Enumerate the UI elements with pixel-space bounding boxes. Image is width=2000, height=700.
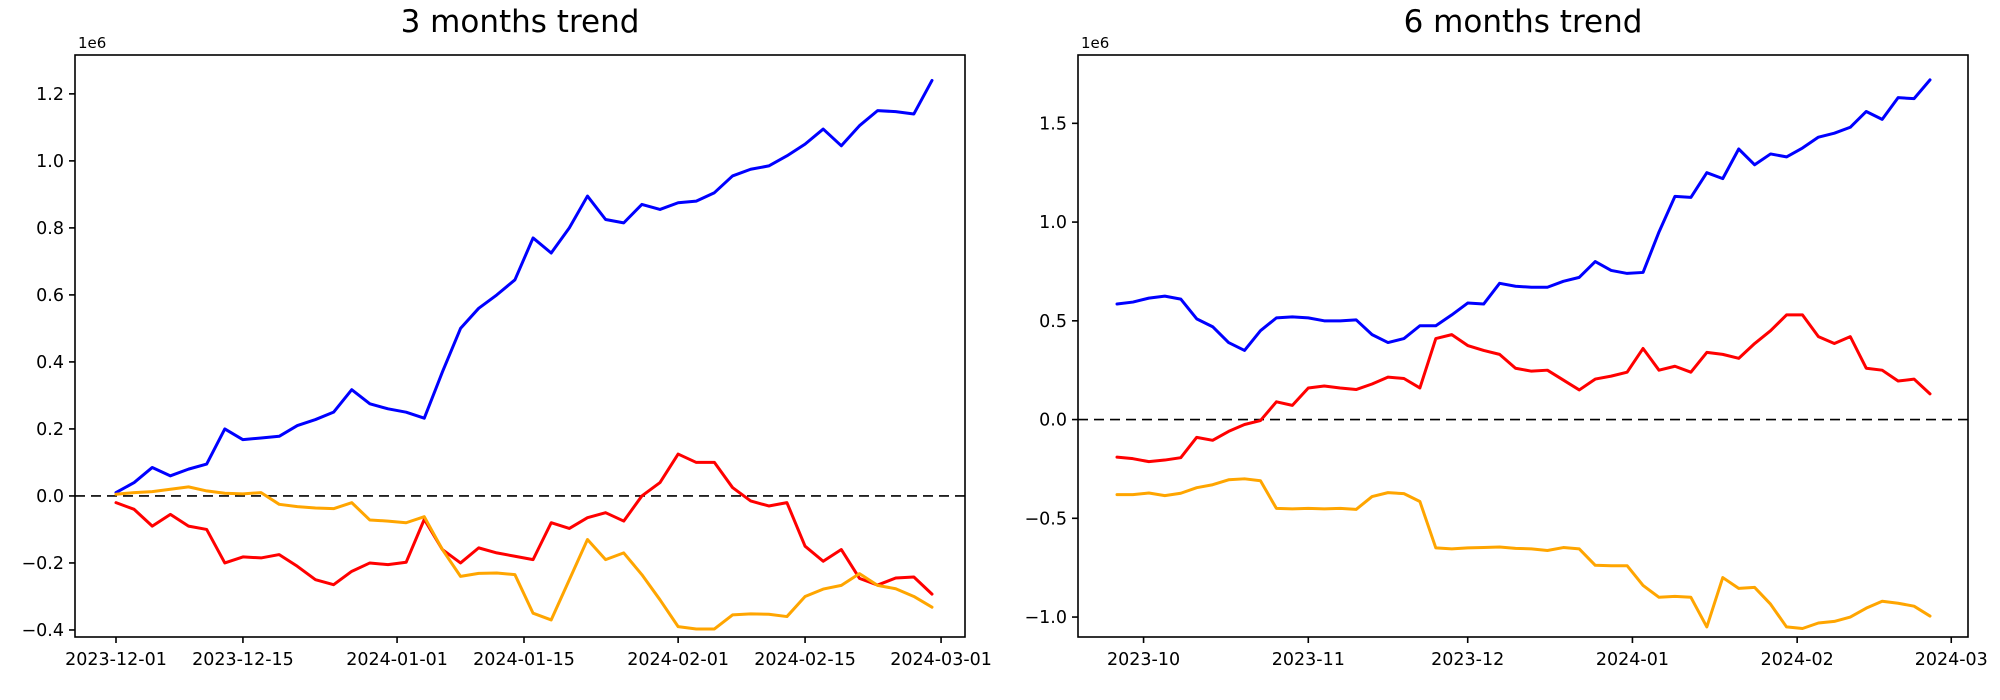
x-tick-label: 2023-11: [1272, 650, 1345, 670]
chart-6-months-trend: 6 months trend 1e6 1.5 1.0 0.5 0.0 −0.5 −1.0 2…: [1000, 0, 2000, 700]
x-tick-label: 2023-12: [1431, 650, 1504, 670]
x-tick-label: 2024-02-15: [754, 650, 856, 670]
chart-title: 3 months trend: [400, 4, 640, 40]
x-tick-label: 2023-12-15: [192, 650, 294, 670]
y-axis-offset-label: 1e6: [1081, 34, 1110, 52]
y-tick-label: −0.4: [22, 621, 65, 641]
chart-3-months-trend: 3 months trend 1e6 1.2 1.0 0.8 0.6 0.4 0.2 0.0…: [22, 4, 992, 670]
series-line-blue: [1115, 78, 1932, 352]
y-tick-label: 0.2: [36, 420, 64, 440]
y-tick-label: 0.5: [1039, 312, 1067, 332]
plot-area: 1.5 1.0 0.5 0.0 −0.5 −1.0 2023-10 2023-11 2023-1…: [1025, 54, 1988, 670]
y-tick-label: 1.2: [36, 85, 64, 105]
series-line-red: [114, 452, 934, 596]
axes-frame: [74, 54, 966, 638]
y-tick-label: 0.0: [36, 487, 64, 507]
y-tick-label: −0.2: [22, 554, 65, 574]
x-tick-label: 2023-10: [1107, 650, 1180, 670]
y-tick-label: −0.5: [1025, 509, 1068, 529]
y-tick-label: 0.4: [36, 353, 64, 373]
y-tick-label: 0.6: [36, 286, 64, 306]
y-axis-offset-label: 1e6: [78, 34, 107, 52]
series-line-orange: [1115, 477, 1932, 631]
x-tick-label: 2024-03-01: [890, 650, 992, 670]
x-tick-label: 2024-01-15: [473, 650, 575, 670]
chart-title: 6 months trend: [1403, 4, 1643, 40]
series-line-red: [1115, 313, 1932, 464]
x-tick-label: 2024-02-01: [627, 650, 729, 670]
axes-frame: [1077, 54, 1969, 638]
y-tick-label: −1.0: [1025, 608, 1068, 628]
x-tick-label: 2024-01: [1596, 650, 1669, 670]
x-tick-label: 2024-01-01: [346, 650, 448, 670]
y-tick-label: 0.0: [1039, 411, 1067, 431]
y-tick-label: 1.5: [1039, 114, 1067, 134]
y-tick-label: 0.8: [36, 219, 64, 239]
y-tick-label: 1.0: [1039, 213, 1067, 233]
series-line-orange: [114, 485, 934, 631]
y-tick-label: 1.0: [36, 152, 64, 172]
x-tick-label: 2024-02: [1761, 650, 1834, 670]
x-tick-label: 2024-03: [1915, 650, 1988, 670]
series-line-blue: [114, 78, 934, 495]
x-tick-label: 2023-12-01: [65, 650, 167, 670]
